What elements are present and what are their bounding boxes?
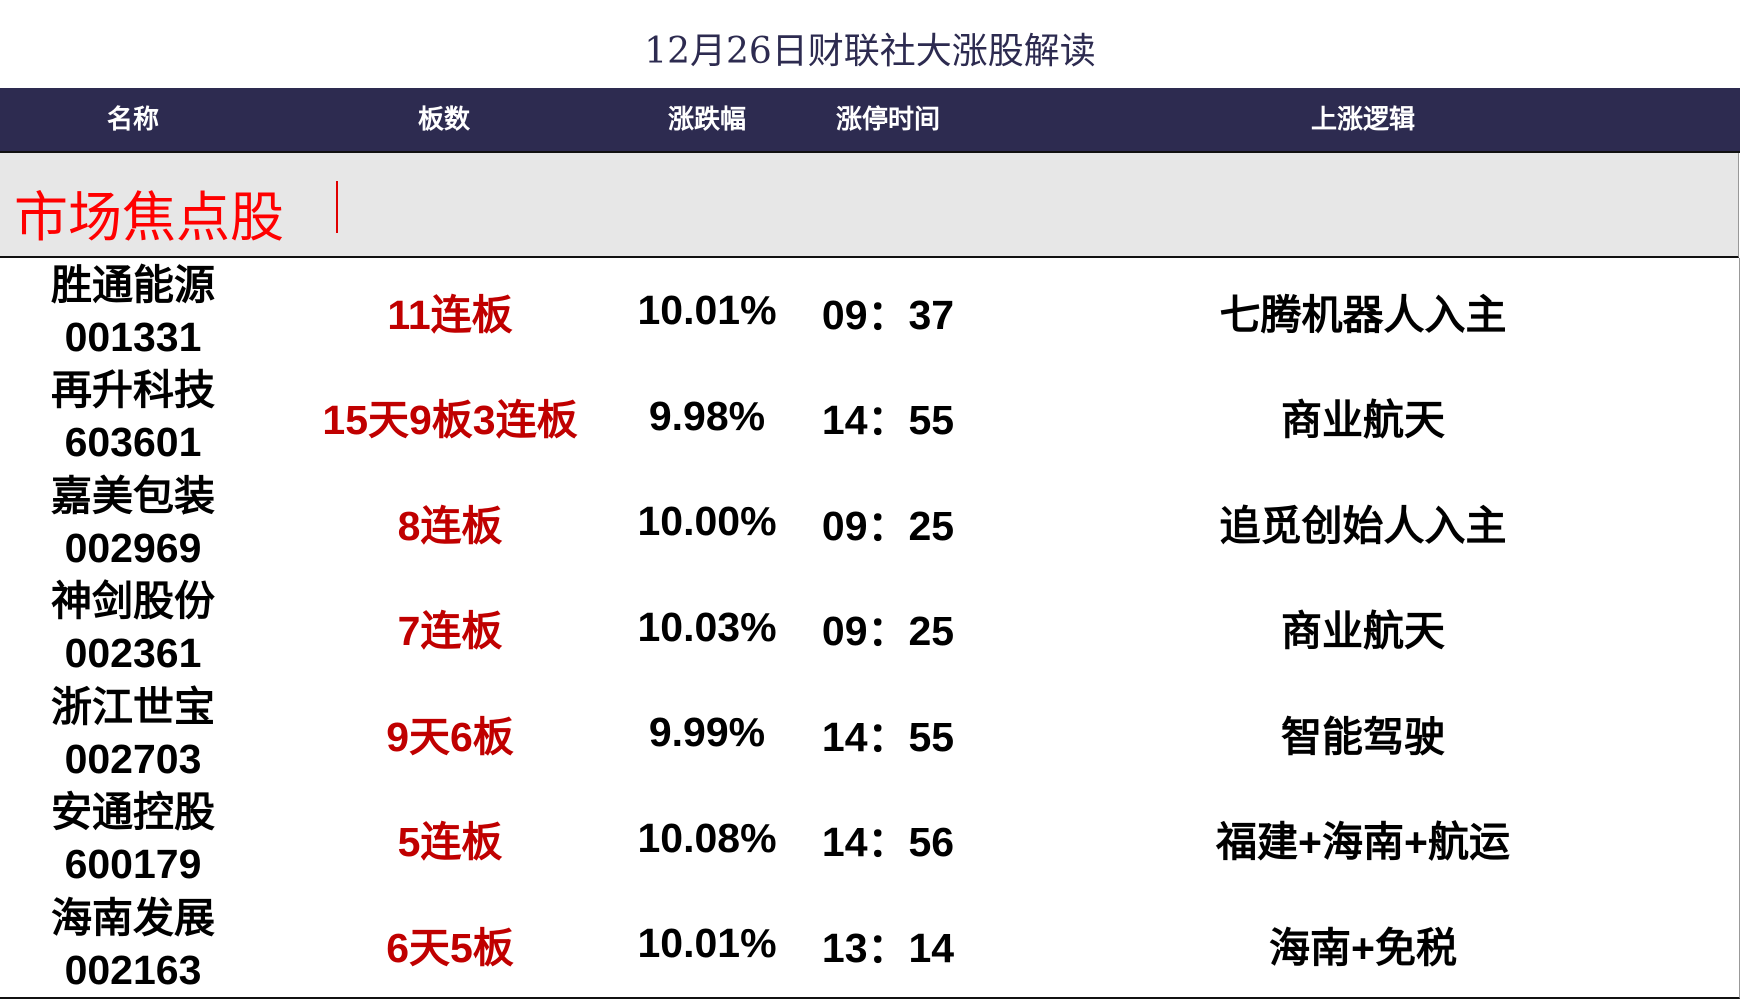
header-logic: 上涨逻辑 <box>1310 104 1416 134</box>
limit-up-time: 09：25 <box>821 502 955 549</box>
section-divider <box>336 181 338 233</box>
rise-logic: 海南+免税 <box>1269 924 1457 971</box>
stock-code: 001331 <box>64 313 202 360</box>
boards-count: 6天5板 <box>386 924 514 971</box>
boards-count: 7连板 <box>397 608 503 655</box>
stock-name-cell: 胜通能源 001331 <box>51 258 215 364</box>
table-row: 胜通能源 001331 11连板 10.01% 09：37 七腾机器人入主 <box>0 258 1739 364</box>
change-percent: 10.08% <box>637 814 777 861</box>
stock-name: 浙江世宝 <box>51 683 215 730</box>
header-limit-time: 涨停时间 <box>835 104 941 134</box>
limit-up-time: 14：55 <box>821 397 955 444</box>
rise-logic: 商业航天 <box>1281 397 1445 444</box>
page-title: 12月26日财联社大涨股解读 <box>644 31 1096 72</box>
limit-up-time: 14：55 <box>821 713 955 760</box>
limit-up-time: 14：56 <box>821 819 955 866</box>
limit-up-time: 13：14 <box>821 924 955 971</box>
rise-logic: 追觅创始人入主 <box>1219 502 1507 549</box>
boards-count: 8连板 <box>397 502 503 549</box>
stock-code: 600179 <box>64 841 202 888</box>
section-label: 市场焦点股 <box>14 186 284 249</box>
limit-up-time: 09：37 <box>821 291 955 338</box>
table-row: 嘉美包装 002969 8连板 10.00% 09：25 追觅创始人入主 <box>0 469 1739 575</box>
stock-name: 嘉美包装 <box>51 472 215 519</box>
stock-table-body: 胜通能源 001331 11连板 10.01% 09：37 七腾机器人入主 再升… <box>0 258 1740 999</box>
change-percent: 10.00% <box>637 498 777 545</box>
change-percent: 10.01% <box>637 920 777 967</box>
change-percent: 10.01% <box>637 287 777 334</box>
stock-code: 002969 <box>64 524 202 571</box>
stock-code: 002703 <box>64 735 202 782</box>
table-row: 浙江世宝 002703 9天6板 9.99% 14：55 智能驾驶 <box>0 680 1739 786</box>
boards-count: 5连板 <box>397 819 503 866</box>
stock-name-cell: 安通控股 600179 <box>51 786 215 892</box>
boards-count: 9天6板 <box>386 713 514 760</box>
stock-name: 再升科技 <box>51 367 215 414</box>
section-banner: 市场焦点股 <box>0 153 1739 258</box>
boards-count: 11连板 <box>387 291 513 338</box>
rise-logic: 商业航天 <box>1281 608 1445 655</box>
change-percent: 10.03% <box>637 603 777 650</box>
table-row: 安通控股 600179 5连板 10.08% 14：56 福建+海南+航运 <box>0 786 1739 892</box>
table-row: 再升科技 603601 15天9板3连板 9.98% 14：55 商业航天 <box>0 364 1739 470</box>
stock-name: 神剑股份 <box>51 578 215 625</box>
boards-count: 15天9板3连板 <box>322 397 578 444</box>
stock-name-cell: 再升科技 603601 <box>51 364 215 470</box>
limit-up-time: 09：25 <box>821 608 955 655</box>
change-percent: 9.99% <box>648 709 766 756</box>
table-header: 名称 板数 涨跌幅 涨停时间 上涨逻辑 <box>0 88 1740 153</box>
stock-name: 安通控股 <box>51 789 215 836</box>
rise-logic: 七腾机器人入主 <box>1219 291 1507 338</box>
stock-name-cell: 嘉美包装 002969 <box>51 469 215 575</box>
stock-name-cell: 海南发展 002163 <box>51 891 215 997</box>
header-boards: 板数 <box>417 104 471 134</box>
stock-code: 603601 <box>64 419 202 466</box>
header-change: 涨跌幅 <box>667 104 747 134</box>
stock-name: 海南发展 <box>51 894 215 941</box>
rise-logic: 福建+海南+航运 <box>1216 819 1510 866</box>
stock-name-cell: 神剑股份 002361 <box>51 575 215 681</box>
stock-name: 胜通能源 <box>51 261 215 308</box>
stock-code: 002163 <box>64 946 202 993</box>
header-name: 名称 <box>106 104 160 134</box>
stock-code: 002361 <box>64 630 202 677</box>
rise-logic: 智能驾驶 <box>1281 713 1445 760</box>
table-row: 海南发展 002163 6天5板 10.01% 13：14 海南+免税 <box>0 891 1739 997</box>
stock-name-cell: 浙江世宝 002703 <box>51 680 215 786</box>
table-row: 神剑股份 002361 7连板 10.03% 09：25 商业航天 <box>0 575 1739 681</box>
change-percent: 9.98% <box>648 392 766 439</box>
